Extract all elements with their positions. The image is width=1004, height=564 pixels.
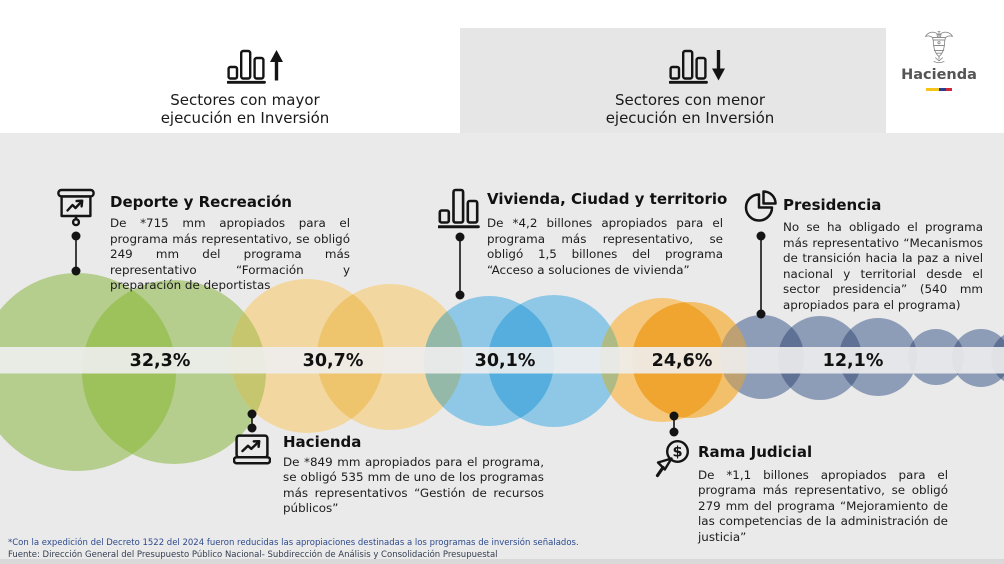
header-left-line2: ejecución en Inversión xyxy=(160,109,330,127)
hacienda-logo: Hacienda xyxy=(899,30,979,91)
svg-text:$: $ xyxy=(672,445,682,461)
presentation-chart-icon xyxy=(57,188,95,228)
laptop-chart-icon xyxy=(232,434,272,466)
percent-label-0: 32,3% xyxy=(129,351,191,371)
logo-flag-bar xyxy=(926,88,952,91)
percent-label-4: 12,1% xyxy=(822,351,884,371)
callout-title-hacienda: Hacienda xyxy=(283,432,362,451)
dollar-cursor-icon: $ xyxy=(654,438,692,480)
header-right: Sectores con menor ejecución en Inversió… xyxy=(590,46,790,127)
connector-line xyxy=(71,231,81,276)
callout-body-line: De *4,2 billones apropiados para el xyxy=(487,216,723,230)
header-right-line2: ejecución en Inversión xyxy=(605,109,775,127)
callout-body-line: se obligó 535 mm de uno de los programas xyxy=(283,470,544,484)
header-right-line1: Sectores con menor xyxy=(614,91,766,109)
callout-body-line: justicia” xyxy=(698,529,747,544)
bubble-overlap-g1-g2 xyxy=(82,289,176,455)
connector-line xyxy=(756,231,766,319)
colombia-coat-of-arms-icon xyxy=(925,31,953,64)
callout-body-line: obligó 1,5 billones del programa xyxy=(487,247,723,261)
callout-body-line: representativo “Formación y xyxy=(110,262,350,277)
connector-line xyxy=(455,232,465,300)
callout-title-presidencia: Presidencia xyxy=(783,195,882,214)
percent-label-3: 24,6% xyxy=(651,351,713,371)
callout-title-vivienda: Vivienda, Ciudad y territorio xyxy=(487,190,728,208)
percent-label-2: 30,1% xyxy=(474,351,536,371)
callout-body-line: más representativo “Mecanismos xyxy=(783,235,983,250)
bubble-overlap-n1-n2 xyxy=(777,327,804,388)
logo-brand: Hacienda xyxy=(901,67,977,83)
callout-body-line: 249 mm del programa más xyxy=(110,247,350,261)
callout-body-line: sector presidencia” (540 mm xyxy=(783,282,983,296)
callout-body-vivienda: De *4,2 billones apropiados para el progr… xyxy=(487,216,723,278)
callout-body-deporte: De *715 mm apropiados para el programa má… xyxy=(110,216,350,294)
callout-body-line: “Acceso a soluciones de vivienda” xyxy=(487,262,690,277)
callout-body-line: preparación de deportistas xyxy=(110,278,271,292)
bar-chart-down-arrow-icon xyxy=(669,49,725,84)
callout-body-line: públicos” xyxy=(283,501,339,515)
callout-title-deporte: Deporte y Recreación xyxy=(110,192,292,211)
callout-body-line: más representativos “Gestión de recursos xyxy=(283,485,544,500)
footer-source: Fuente: Dirección General del Presupuest… xyxy=(8,550,498,560)
bubble-overlap-o2-n1 xyxy=(720,324,748,392)
callout-body-rama: De *1,1 billones apropiados para el progr… xyxy=(698,468,948,546)
callout-body-line: De *715 mm apropiados para el xyxy=(110,216,350,230)
bubble-n1 xyxy=(720,315,804,399)
callout-body-line: De *1,1 billones apropiados para el xyxy=(698,467,948,482)
bar-chart-up-arrow-icon xyxy=(226,49,283,84)
callout-body-line: nacional y territorial desde el xyxy=(783,266,983,281)
callout-body-line: De *849 mm apropiados para el programa, xyxy=(283,454,544,469)
bubble-n5 xyxy=(952,329,1004,387)
callout-body-line: 279 mm del programa “Mejoramiento de xyxy=(698,498,948,513)
callout-body-line: programa más representativo, se xyxy=(487,231,723,246)
bubble-n6 xyxy=(991,334,1004,382)
bubble-n4 xyxy=(908,329,964,385)
pie-chart-icon xyxy=(744,189,780,225)
callout-body-presidencia: No se ha obligado el programa más represe… xyxy=(783,220,983,313)
bubble-overlap-n4-n5 xyxy=(951,340,964,375)
header-left-line1: Sectores con mayor xyxy=(170,91,320,109)
bubble-overlap-b2-o1 xyxy=(600,326,621,395)
callout-title-rama: Rama Judicial xyxy=(698,442,813,461)
footer-note: *Con la expedición del Decreto 1522 del … xyxy=(8,538,579,548)
bubble-overlap-n5-n6 xyxy=(990,337,1004,379)
callout-body-hacienda: De *849 mm apropiados para el programa, s… xyxy=(283,455,544,517)
bubble-overlap-g2-t1 xyxy=(230,312,266,414)
bubble-g1 xyxy=(0,273,176,471)
header-left: Sectores con mayor ejecución en Inversió… xyxy=(145,46,345,127)
callout-body-line: apropiados para el programa) xyxy=(783,297,961,312)
callout-body-line: No se ha obligado el programa xyxy=(783,220,983,234)
bubble-overlap-t2-b1 xyxy=(424,311,463,408)
header-right-box xyxy=(460,28,886,133)
callout-body-line: de transición hacia la paz a nivel xyxy=(783,251,983,265)
percent-label-1: 30,7% xyxy=(302,351,364,371)
bar-chart-icon xyxy=(437,188,480,229)
bottom-strip xyxy=(0,559,1004,564)
callout-body-line: las competencias de la administración de xyxy=(698,514,948,528)
bubble-overlap-n3-n4 xyxy=(908,340,917,374)
callout-body-line: programa más representativo, se obligó xyxy=(110,231,350,246)
callout-body-line: programa más representativo, se obligó xyxy=(698,483,948,497)
connector-line xyxy=(247,409,257,433)
connector-line xyxy=(669,411,679,437)
